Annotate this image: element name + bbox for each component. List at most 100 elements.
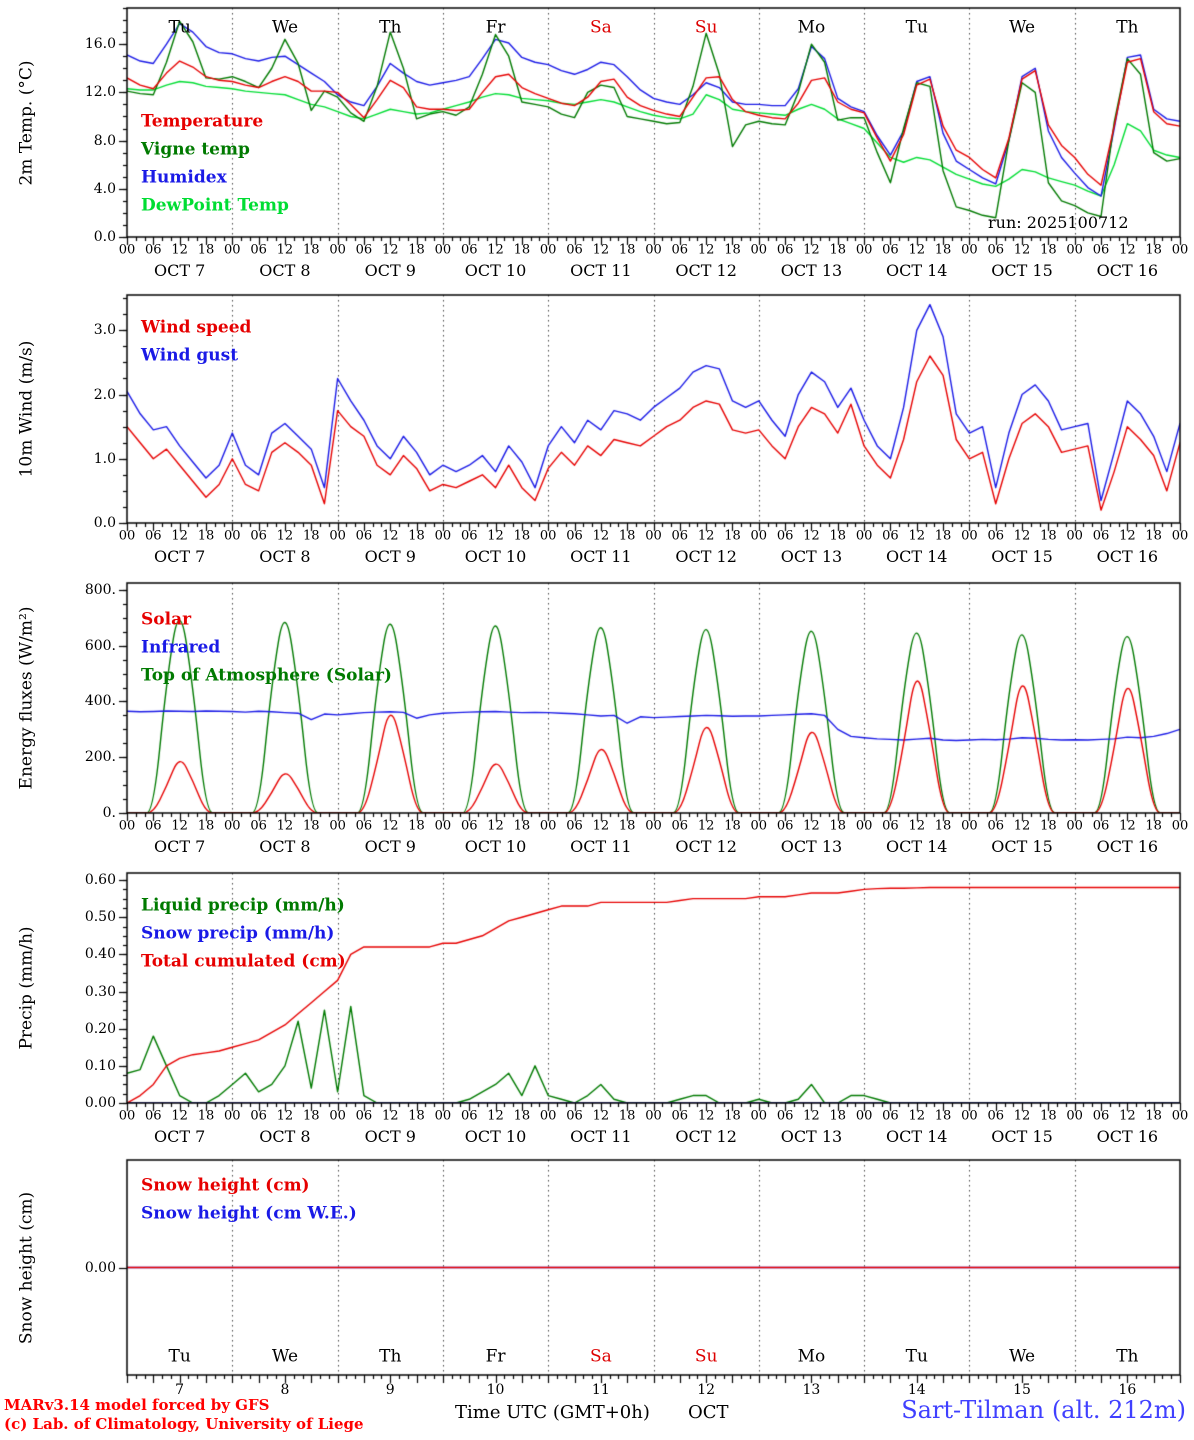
x-tick-label: 18 bbox=[302, 528, 320, 544]
legend-entry: Infrared bbox=[141, 637, 221, 658]
oct-label: OCT 16 bbox=[1096, 1127, 1159, 1146]
y-tick-label: 1.0 bbox=[93, 450, 116, 467]
x-tick-label: 00 bbox=[855, 242, 873, 258]
x-tick-label: 06 bbox=[460, 528, 478, 544]
oct-label: OCT 10 bbox=[464, 1127, 527, 1146]
x-tick-label: 06 bbox=[776, 818, 794, 834]
oct-label: OCT 15 bbox=[991, 837, 1053, 856]
y-tick-label: 0.0 bbox=[93, 515, 116, 531]
legend-entry: Total cumulated (cm) bbox=[141, 951, 346, 972]
oct-label: OCT 9 bbox=[364, 1127, 416, 1146]
x-tick-label: 06 bbox=[250, 818, 267, 834]
x-tick-label: 12 bbox=[276, 1108, 294, 1124]
footer-model-line: MARv3.14 model forced by GFS bbox=[4, 1396, 270, 1414]
legend-entry: Vigne temp bbox=[141, 139, 250, 160]
time-axis-title: Time UTC (GMT+0h) bbox=[455, 1402, 650, 1423]
x-tick-label: 12 bbox=[803, 818, 820, 834]
x-tick-label: 18 bbox=[934, 528, 952, 544]
day-name-label: Th bbox=[1116, 17, 1139, 38]
x-tick-label: 18 bbox=[618, 1108, 636, 1124]
x-tick-label: 18 bbox=[724, 818, 741, 834]
x-tick-label: 00 bbox=[961, 1108, 978, 1124]
y-tick-label: 12.0 bbox=[84, 84, 116, 101]
x-tick-label: 12 bbox=[381, 1108, 399, 1124]
x-tick-label: 18 bbox=[408, 242, 425, 258]
x-tick-label: 00 bbox=[434, 1108, 452, 1124]
day-name-label: Tu bbox=[905, 17, 928, 38]
x-tick-label: 18 bbox=[408, 818, 425, 834]
x-tick-label: 00 bbox=[539, 1108, 557, 1124]
x-tick-label: 12 bbox=[1013, 528, 1031, 544]
oct-label: OCT 8 bbox=[259, 261, 311, 280]
x-tick-label: 18 bbox=[618, 818, 636, 834]
x-tick-label: 00 bbox=[1066, 242, 1083, 258]
day-name-label: Th bbox=[1116, 1346, 1139, 1367]
day-number-label: 14 bbox=[907, 1382, 926, 1398]
y-axis-title: Energy fluxes (W/m²) bbox=[16, 606, 37, 790]
x-tick-label: 06 bbox=[145, 818, 162, 834]
x-tick-label: 18 bbox=[829, 528, 847, 544]
x-tick-label: 00 bbox=[118, 818, 136, 834]
x-tick-label: 00 bbox=[118, 1108, 136, 1124]
x-tick-label: 06 bbox=[355, 242, 373, 258]
y-tick-label: 0.40 bbox=[84, 946, 116, 963]
x-tick-label: 00 bbox=[329, 242, 346, 258]
y-tick-label: 2.0 bbox=[93, 386, 116, 403]
day-name-label: Th bbox=[379, 1346, 402, 1367]
x-tick-label: 18 bbox=[934, 1108, 952, 1124]
month-label: OCT bbox=[688, 1402, 729, 1423]
x-tick-label: 00 bbox=[1171, 242, 1189, 258]
x-tick-label: 18 bbox=[408, 528, 425, 544]
oct-label: OCT 14 bbox=[886, 547, 948, 566]
oct-label: OCT 13 bbox=[780, 1127, 843, 1146]
oct-label: OCT 14 bbox=[886, 837, 948, 856]
x-tick-label: 00 bbox=[855, 1108, 873, 1124]
x-tick-label: 18 bbox=[513, 528, 531, 544]
x-tick-label: 00 bbox=[750, 242, 768, 258]
day-number-label: 9 bbox=[385, 1382, 395, 1398]
oct-label: OCT 9 bbox=[364, 261, 416, 280]
x-tick-label: 00 bbox=[118, 528, 136, 544]
legend-entry: Top of Atmosphere (Solar) bbox=[141, 665, 392, 686]
legend-entry: Liquid precip (mm/h) bbox=[141, 895, 345, 916]
oct-label: OCT 11 bbox=[570, 837, 632, 856]
oct-label: OCT 12 bbox=[675, 547, 737, 566]
x-tick-label: 06 bbox=[566, 242, 583, 258]
day-name-label: Mo bbox=[797, 1346, 826, 1367]
x-tick-label: 12 bbox=[1119, 242, 1136, 258]
oct-label: OCT 11 bbox=[570, 547, 632, 566]
x-tick-label: 18 bbox=[1040, 1108, 1057, 1124]
x-tick-label: 06 bbox=[1092, 242, 1110, 258]
oct-label: OCT 14 bbox=[886, 261, 948, 280]
x-tick-label: 06 bbox=[671, 242, 689, 258]
oct-label: OCT 10 bbox=[464, 547, 527, 566]
x-tick-label: 06 bbox=[776, 1108, 794, 1124]
x-tick-label: 12 bbox=[1119, 528, 1136, 544]
x-tick-label: 00 bbox=[1066, 528, 1083, 544]
x-tick-label: 06 bbox=[776, 242, 794, 258]
x-tick-label: 18 bbox=[197, 1108, 215, 1124]
legend-entry: Temperature bbox=[141, 111, 264, 132]
x-tick-label: 00 bbox=[224, 818, 241, 834]
y-axis-title: Snow height (cm) bbox=[16, 1191, 37, 1344]
x-tick-label: 18 bbox=[513, 1108, 531, 1124]
x-tick-label: 06 bbox=[987, 528, 1004, 544]
x-tick-label: 00 bbox=[224, 1108, 241, 1124]
x-tick-label: 06 bbox=[987, 818, 1004, 834]
y-tick-label: 3.0 bbox=[93, 322, 116, 339]
oct-label: OCT 14 bbox=[886, 1127, 948, 1146]
x-tick-label: 12 bbox=[171, 242, 188, 258]
x-tick-label: 18 bbox=[829, 242, 847, 258]
day-name-label: We bbox=[1008, 17, 1036, 38]
day-name-label: Sa bbox=[589, 17, 612, 38]
x-tick-label: 12 bbox=[697, 242, 715, 258]
day-number-label: 15 bbox=[1013, 1382, 1031, 1398]
x-tick-label: 06 bbox=[460, 242, 478, 258]
x-tick-label: 00 bbox=[224, 528, 241, 544]
x-tick-label: 06 bbox=[355, 528, 373, 544]
y-axis-title: 10m Wind (m/s) bbox=[16, 340, 37, 478]
y-tick-label: 0.10 bbox=[84, 1057, 116, 1074]
